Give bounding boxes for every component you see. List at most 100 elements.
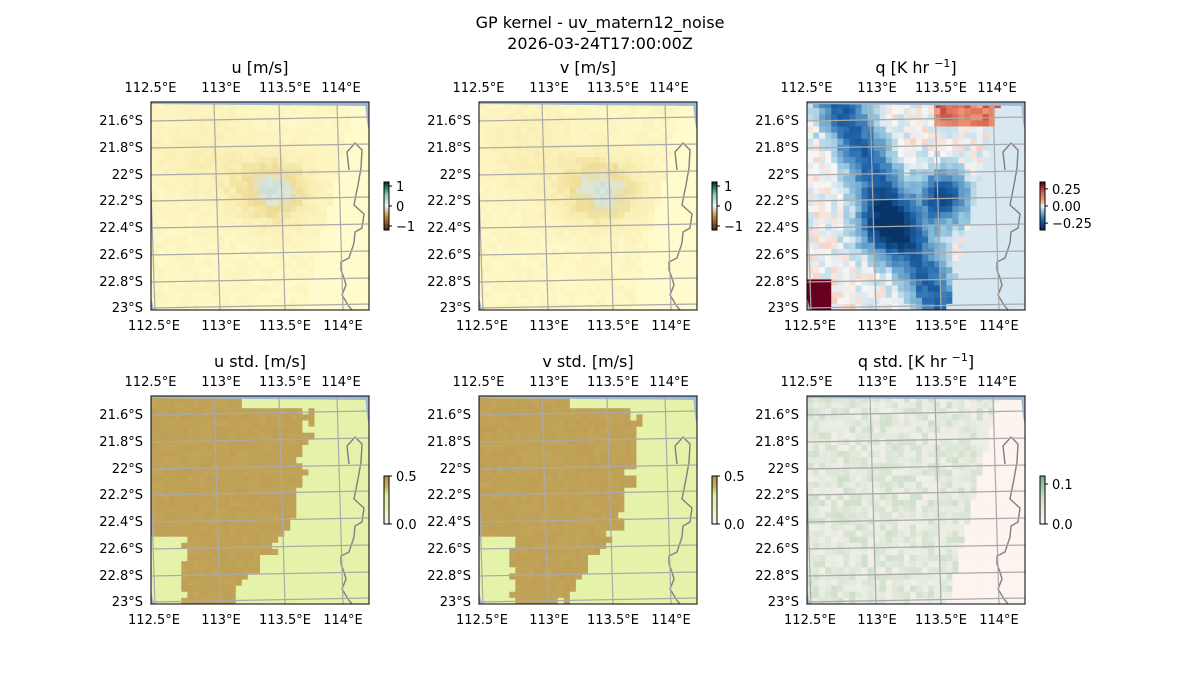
heat-cell [151,475,158,483]
heat-cell [515,254,522,262]
heat-cell [819,279,826,287]
heat-cell [290,573,297,581]
heat-cell [169,267,176,274]
heat-cell [338,181,346,189]
heat-cell [916,126,923,134]
heat-cell [229,475,237,483]
lon-tick-bottom: 112.5°E [784,319,836,334]
heat-cell [235,132,243,140]
heat-cell [344,150,352,158]
heat-cell [873,175,881,183]
heat-cell [272,444,279,452]
heat-cell [879,267,887,274]
heat-cell [1018,273,1025,281]
heat-cell [861,291,869,299]
heat-cell [1006,120,1014,128]
heat-cell [819,236,826,244]
heat-cell [849,254,857,262]
colorbar-segment [384,208,389,211]
heat-cell [151,396,158,403]
heat-cell [946,138,953,146]
heat-cell [575,267,583,274]
heat-cell [320,206,328,213]
heat-cell [199,218,207,225]
heat-cell [290,469,297,477]
heat-cell [600,291,607,299]
heat-cell [1000,230,1008,238]
heat-cell [284,181,291,189]
heat-cell [362,444,369,452]
heat-cell [545,218,553,225]
heat-cell [332,518,340,526]
colorbar-tick-label: 0.00 [1052,200,1081,215]
heat-cell [837,230,844,238]
heat-cell [199,248,207,256]
colorbar-segment [384,228,389,231]
heat-cell [163,303,170,310]
heat-cell [654,163,662,170]
heat-cell [952,212,959,219]
heat-cell [332,561,340,568]
heat-cell [563,150,571,158]
heat-cell [509,157,516,164]
heat-cell [296,175,303,183]
heat-cell [684,303,692,310]
heat-cell [356,432,364,440]
heat-cell [630,267,638,274]
heat-cell [539,236,547,244]
heat-cell [223,500,231,507]
heat-cell [320,230,328,238]
heat-cell [211,297,219,305]
heat-cell [278,157,285,164]
colorbar-tick-label: 1 [396,180,404,195]
heat-cell [879,108,887,115]
heat-cell [642,144,650,152]
heat-cell [169,500,176,507]
heat-cell [825,291,832,299]
heat-cell [976,181,984,189]
heat-cell [515,193,522,201]
heat-cell [855,236,863,244]
heat-cell [855,242,863,250]
heat-cell [515,144,522,152]
heat-cell [175,561,182,568]
heat-cell [217,506,225,513]
heat-cell [642,254,650,262]
heat-cell [193,291,201,299]
heat-cell [934,297,941,305]
heat-cell [618,254,625,262]
heat-cell [897,175,905,183]
heat-cell [491,150,498,158]
heat-cell [302,438,310,446]
heat-cell [193,261,201,268]
heat-cell [163,102,170,109]
heat-cell [813,132,820,140]
heat-cell [350,138,358,146]
heat-cell [654,267,662,274]
heat-cell [229,169,237,177]
heat-cell [193,548,201,556]
heat-cell [338,126,346,134]
heat-cell [837,150,844,158]
heat-cell [1012,297,1020,305]
heat-cell [217,291,225,299]
heat-cell [515,291,522,299]
heat-cell [235,524,243,532]
heat-cell [247,267,255,274]
heat-cell [284,567,291,575]
heat-cell [260,144,267,152]
heat-cell [569,267,577,274]
heat-cell [320,169,328,177]
heat-cell [278,567,285,575]
heat-cell [314,567,322,575]
heat-cell [296,487,303,495]
heat-cell [964,108,972,115]
heat-cell [503,248,510,256]
heat-cell [163,218,170,225]
heat-cell [678,138,686,146]
heat-cell [229,230,237,238]
heat-cell [272,530,279,538]
heat-cell [296,438,303,446]
heat-cell [211,536,219,544]
heat-cell [497,206,504,213]
